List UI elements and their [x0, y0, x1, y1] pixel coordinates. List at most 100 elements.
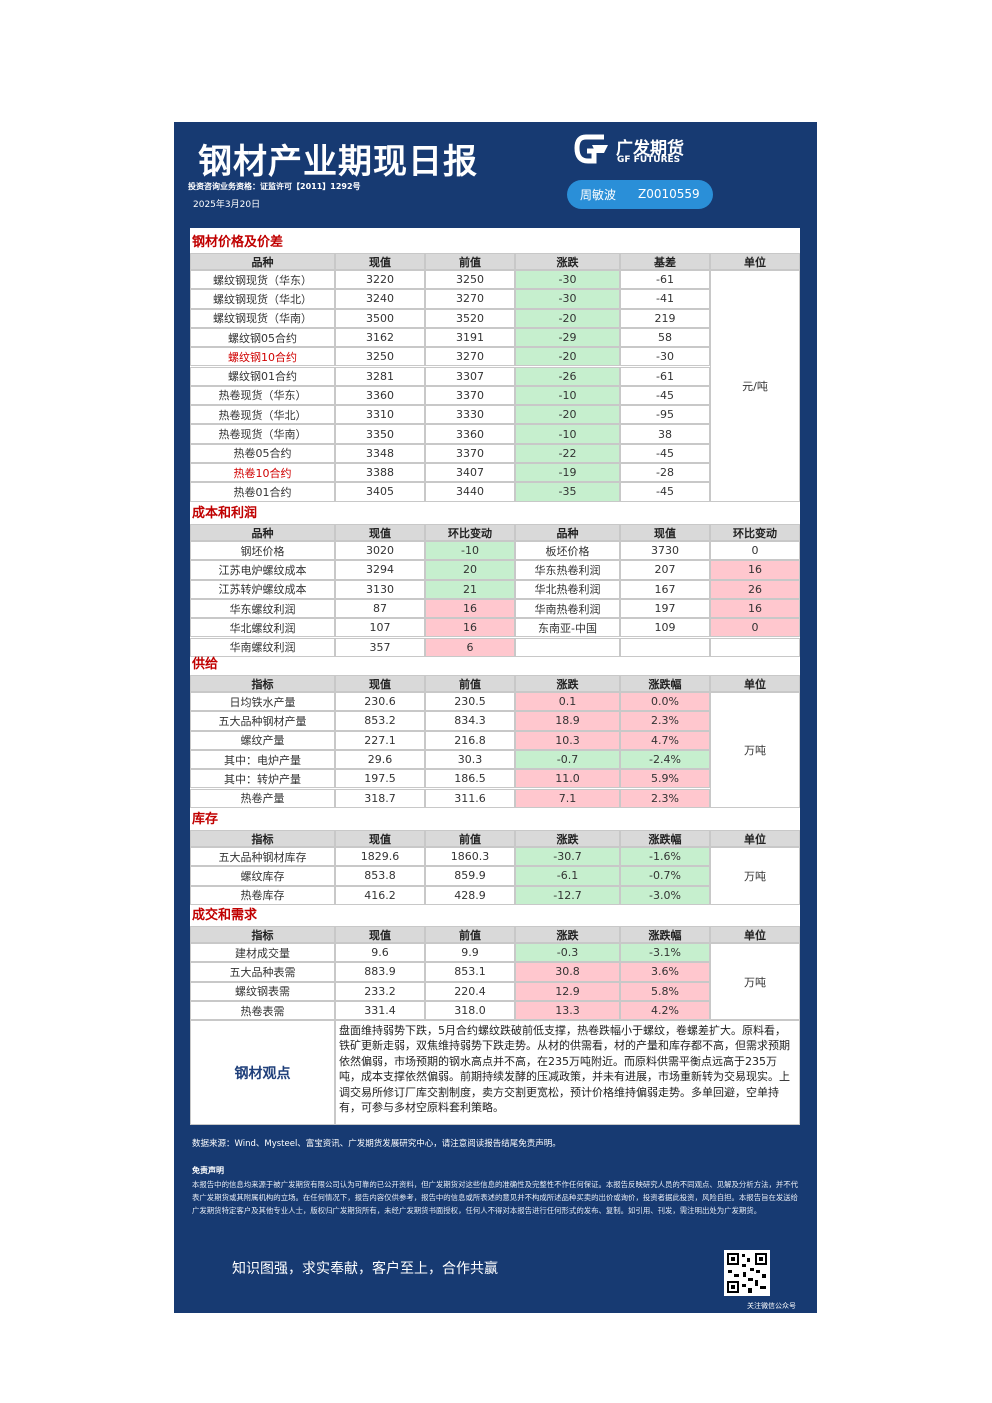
table-cell: -45: [620, 385, 710, 406]
table-cell: 107: [335, 618, 425, 638]
analyst-name: 周敏波: [580, 188, 617, 202]
header-cell: 涨跌: [515, 253, 620, 270]
license: 投资咨询业务资格：证监许可【2011】1292号: [188, 182, 361, 191]
table-cell: 3130: [335, 579, 425, 599]
table-cell: -45: [620, 482, 710, 502]
table-cell: 3310: [335, 405, 425, 425]
table-cell: 3250: [335, 347, 425, 367]
header-cell: 单位: [710, 253, 800, 270]
table-cell: 16: [425, 618, 515, 638]
table-cell: 416.2: [335, 885, 425, 905]
table-cell: 7.1: [515, 788, 620, 808]
logo-en: GF FUTURES: [617, 155, 681, 165]
table-cell: 3270: [425, 347, 515, 367]
table-cell: 3360: [335, 385, 425, 406]
table-cell: 3240: [335, 289, 425, 309]
table-cell: 233.2: [335, 981, 425, 1001]
table-cell: 167: [620, 579, 710, 599]
table-cell: 13.3: [515, 1000, 620, 1021]
table-cell: -30: [620, 347, 710, 367]
section-title: 钢材价格及价差: [192, 235, 284, 250]
qr-caption: 关注微信公众号: [747, 1302, 796, 1310]
header-cell: 基差: [620, 253, 710, 270]
table-cell: 3350: [335, 424, 425, 444]
table-cell: 2.3%: [620, 711, 710, 731]
table-cell: 钢坯价格: [190, 541, 335, 561]
table-cell: 38: [620, 424, 710, 444]
header-cell: 前值: [425, 926, 515, 943]
header-cell: 涨跌幅: [620, 830, 710, 847]
header-cell: 指标: [190, 926, 335, 943]
table-cell: -2.4%: [620, 749, 710, 770]
table-cell: -30: [515, 289, 620, 309]
table-cell: 834.3: [425, 711, 515, 731]
report-date: 2025年3月20日: [193, 200, 261, 210]
analyst-badge: [567, 180, 713, 209]
table-cell: -1.6%: [620, 847, 710, 867]
unit-cell: 万吨: [710, 943, 800, 1021]
header-cell: 涨跌幅: [620, 926, 710, 943]
table-cell: 3220: [335, 270, 425, 290]
table-cell: 30.3: [425, 749, 515, 770]
table-cell: -22: [515, 443, 620, 463]
table-cell: 螺纹钢01合约: [190, 366, 335, 386]
unit-cell: 万吨: [710, 847, 800, 905]
table-cell: -20: [515, 308, 620, 328]
table-cell: 5.8%: [620, 981, 710, 1001]
table-cell: -95: [620, 405, 710, 425]
table-cell: 3370: [425, 443, 515, 463]
table-cell: 板坯价格: [515, 541, 620, 561]
table-cell: 16: [710, 560, 800, 580]
table-cell: 428.9: [425, 885, 515, 905]
table-cell: 螺纹钢表需: [190, 981, 335, 1001]
header-cell: 前值: [425, 830, 515, 847]
table-cell: 9.6: [335, 943, 425, 963]
table-cell: 五大品种钢材产量: [190, 711, 335, 731]
table-cell: 883.9: [335, 962, 425, 982]
table-cell: -20: [515, 347, 620, 367]
header-cell: 现值: [335, 830, 425, 847]
table-cell: -0.3: [515, 943, 620, 963]
table-cell: 3407: [425, 463, 515, 483]
analyst-id: Z0010559: [638, 187, 700, 201]
table-cell: 热卷现货（华南）: [190, 424, 335, 444]
header-cell: 单位: [710, 675, 800, 692]
header-cell: 现值: [335, 926, 425, 943]
section-title: 库存: [192, 812, 219, 827]
table-cell: 热卷05合约: [190, 443, 335, 463]
table-cell: 热卷01合约: [190, 482, 335, 502]
table-cell: 其中：转炉产量: [190, 769, 335, 789]
table-cell: 3270: [425, 289, 515, 309]
table-cell: 197.5: [335, 769, 425, 789]
table-cell: 10.3: [515, 730, 620, 750]
table-cell: 华北螺纹利润: [190, 618, 335, 638]
unit-cell: 万吨: [710, 692, 800, 808]
empty-cell: [710, 637, 800, 657]
header-cell: 涨跌: [515, 675, 620, 692]
table-cell: 热卷10合约: [190, 463, 335, 483]
header-cell: 指标: [190, 830, 335, 847]
table-cell: -61: [620, 366, 710, 386]
table-cell: 3250: [425, 270, 515, 290]
table-cell: 3281: [335, 366, 425, 386]
table-cell: 3307: [425, 366, 515, 386]
table-cell: 3730: [620, 541, 710, 561]
section-title: 成本和利润: [192, 506, 258, 521]
table-cell: -61: [620, 270, 710, 290]
header-cell: 环比变动: [710, 524, 800, 541]
table-cell: 6: [425, 637, 515, 657]
table-cell: 3.6%: [620, 962, 710, 982]
table-cell: 热卷产量: [190, 788, 335, 808]
table-cell: 4.2%: [620, 1000, 710, 1021]
table-cell: 26: [710, 579, 800, 599]
table-cell: 29.6: [335, 749, 425, 770]
table-cell: 0.0%: [620, 692, 710, 712]
table-cell: 华南热卷利润: [515, 598, 620, 619]
header-cell: 涨跌: [515, 830, 620, 847]
report-title: 钢材产业期现日报: [198, 142, 478, 182]
table-cell: -0.7: [515, 749, 620, 770]
table-cell: 186.5: [425, 769, 515, 789]
table-cell: 109: [620, 618, 710, 638]
table-cell: 18.9: [515, 711, 620, 731]
